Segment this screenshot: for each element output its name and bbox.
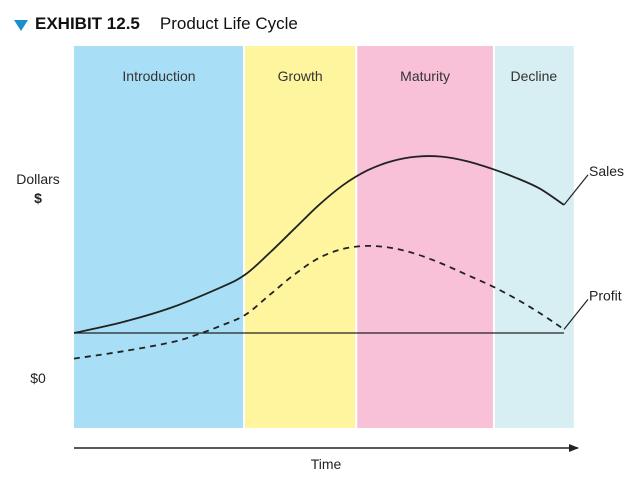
stage-label-decline: Decline [511, 68, 558, 84]
triangle-bullet-icon [14, 19, 28, 31]
stage-band-growth [244, 46, 357, 428]
series-line-profit [73, 244, 565, 360]
y-axis-label: Dollars [16, 171, 60, 187]
stage-band-decline [493, 46, 574, 428]
stage-label-introduction: Introduction [122, 68, 195, 84]
stage-band-maturity [356, 46, 494, 428]
series-label-sales: Sales [589, 163, 624, 179]
series-label-profit: Profit [589, 287, 622, 303]
series-leader-profit [563, 298, 589, 330]
exhibit-number: EXHIBIT 12.5 [35, 14, 140, 33]
series-line-sales [73, 155, 565, 334]
stage-label-maturity: Maturity [400, 68, 450, 84]
y-zero-label: $0 [30, 370, 46, 386]
chart-title: Product Life Cycle [159, 14, 298, 33]
series-leader-sales [563, 174, 589, 206]
stage-band-introduction [74, 46, 245, 428]
exhibit-header: EXHIBIT 12.5 Product Life Cycle [14, 12, 298, 36]
y-axis-symbol: $ [34, 190, 42, 206]
stage-label-growth: Growth [278, 68, 323, 84]
x-axis-label: Time [311, 456, 342, 472]
